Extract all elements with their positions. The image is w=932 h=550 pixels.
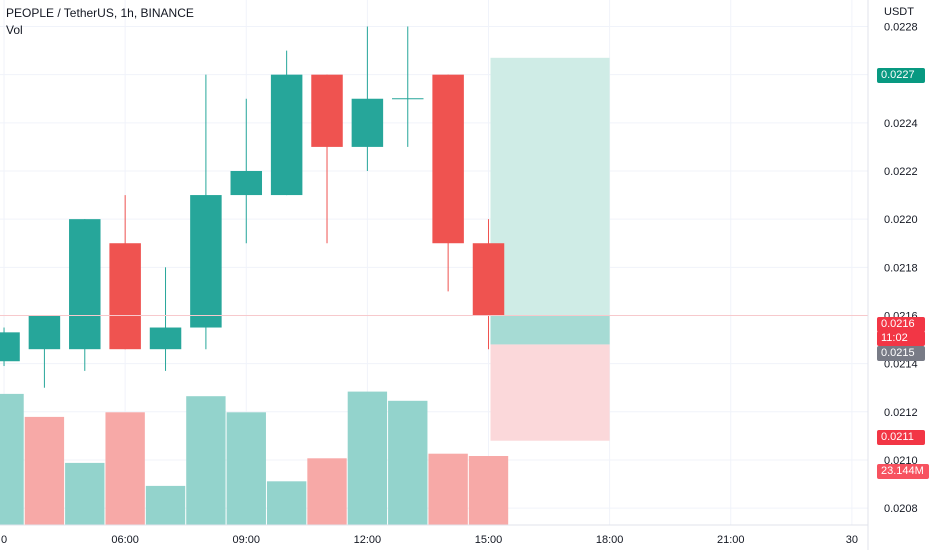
volume-bars [0,391,509,525]
candle-body [351,98,384,147]
volume-bar [307,458,347,525]
price-axis[interactable]: 0.02280.02260.02240.02220.02200.02180.02… [867,0,918,550]
candle [69,219,101,371]
candle [311,74,343,244]
candle-body [69,219,101,350]
volume-bar [266,481,307,525]
last-price-badge: 0.0216 [877,317,925,332]
price-tick-label: 0.0210 [884,455,918,467]
time-tick-label: 0 [1,534,7,546]
volume-bar [388,400,428,525]
candle [0,327,20,367]
candle-body [311,74,343,147]
candle [432,74,464,292]
time-tick-label: 30 [846,534,858,546]
volume-bar [468,456,509,525]
volume-bar [65,462,105,525]
candle [149,267,182,371]
price-tick-label: 0.0220 [884,214,918,226]
time-tick-label: 15:00 [475,534,503,546]
volume-bar [428,453,468,525]
candle-body [190,195,222,328]
price-tick-label: 0.0214 [884,359,918,371]
current-pnl-zone [490,315,610,345]
candle-body [270,74,303,196]
time-tick-label: 21:00 [717,534,745,546]
candle [392,26,424,147]
volume-badge: 23.144M [877,464,929,479]
entry-price-badge: 0.0215 [877,346,925,361]
price-tick-label: 0.0228 [884,21,918,33]
volume-bar [226,412,266,525]
volume-legend[interactable]: Vol [6,23,23,37]
candle [230,98,263,244]
time-tick-label: 12:00 [354,534,382,546]
volume-bar [105,412,145,525]
time-tick-label: 06:00 [111,534,139,546]
candle [270,50,303,196]
candle-body [432,74,464,244]
candle-body [28,315,61,350]
volume-bar [186,396,226,525]
candle-body [230,170,263,196]
time-tick-label: 09:00 [233,534,261,546]
candle-body [149,327,182,350]
price-tick-label: 0.0222 [884,166,918,178]
countdown-badge: 11:02 [877,331,925,346]
candlesticks [0,26,505,388]
profit-zone [490,57,610,345]
long-position-tool[interactable] [490,57,610,441]
price-tick-label: 0.0218 [884,262,918,274]
candle [351,26,384,171]
candle-body [472,243,505,316]
currency-label: USDT [884,6,914,18]
volume-bar [0,393,24,525]
time-axis[interactable]: 0 06:00 09:00 12:00 15:00 18:00 21:00 30 [0,524,868,546]
price-tick-label: 0.0208 [884,503,918,515]
price-tick-label: 0.0224 [884,118,918,130]
time-tick-label: 18:00 [596,534,624,546]
take-profit-badge: 0.0227 [877,68,925,83]
volume-bar [145,485,186,525]
price-tick-label: 0.0212 [884,407,918,419]
volume-bar [24,416,65,525]
candle [109,195,141,350]
loss-zone [490,344,610,441]
candle-body [0,332,20,362]
symbol-legend[interactable]: PEOPLE / TetherUS, 1h, BINANCE [6,6,194,20]
candle [472,219,505,350]
candle-body [109,243,141,350]
candle [28,315,61,388]
volume-bar [347,391,388,525]
stop-loss-badge: 0.0211 [877,430,925,445]
candle [190,74,222,350]
